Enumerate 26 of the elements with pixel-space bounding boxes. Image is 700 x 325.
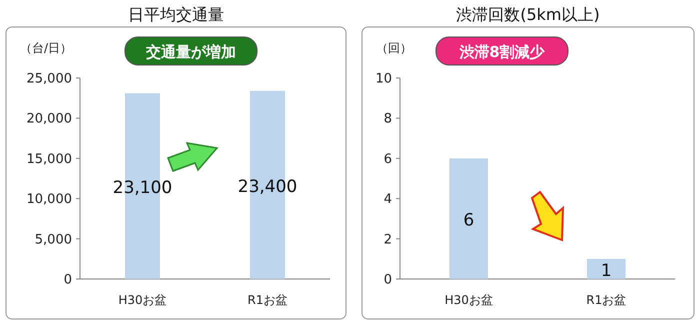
y-axis-title: （回） xyxy=(376,41,412,55)
chart-title: 日平均交通量 xyxy=(128,5,224,24)
x-tick-label: H30お盆 xyxy=(444,293,493,307)
y-tick-label: 25,000 xyxy=(26,72,72,86)
y-axis-title: （台/日） xyxy=(20,41,72,55)
y-tick-label: 6 xyxy=(384,152,392,167)
data-label: 23,400 xyxy=(238,176,298,197)
text: 渋滞8割減少 xyxy=(458,43,546,61)
y-tick-label: 0 xyxy=(384,272,392,288)
data-label: 23,100 xyxy=(112,178,172,198)
y-tick-label: 0 xyxy=(64,272,72,288)
data-label: 1 xyxy=(600,260,612,281)
y-tick-label: 10 xyxy=(375,72,392,86)
x-tick-label: H30お盆 xyxy=(118,293,167,307)
y-tick-label: 15,000 xyxy=(26,152,72,167)
text: 交通量が増加 xyxy=(145,43,236,61)
y-tick-label: 4 xyxy=(384,192,392,208)
y-tick-label: 2 xyxy=(384,232,392,248)
chart-title: 渋滞回数(5km以上) xyxy=(456,5,600,24)
y-tick-label: 5,000 xyxy=(34,232,72,248)
y-tick-label: 20,000 xyxy=(26,112,72,127)
data-label: 6 xyxy=(463,210,474,231)
x-tick-label: R1お盆 xyxy=(248,293,288,307)
y-tick-label: 8 xyxy=(384,112,392,127)
x-tick-label: R1お盆 xyxy=(586,293,626,307)
y-tick-label: 10,000 xyxy=(26,192,72,208)
